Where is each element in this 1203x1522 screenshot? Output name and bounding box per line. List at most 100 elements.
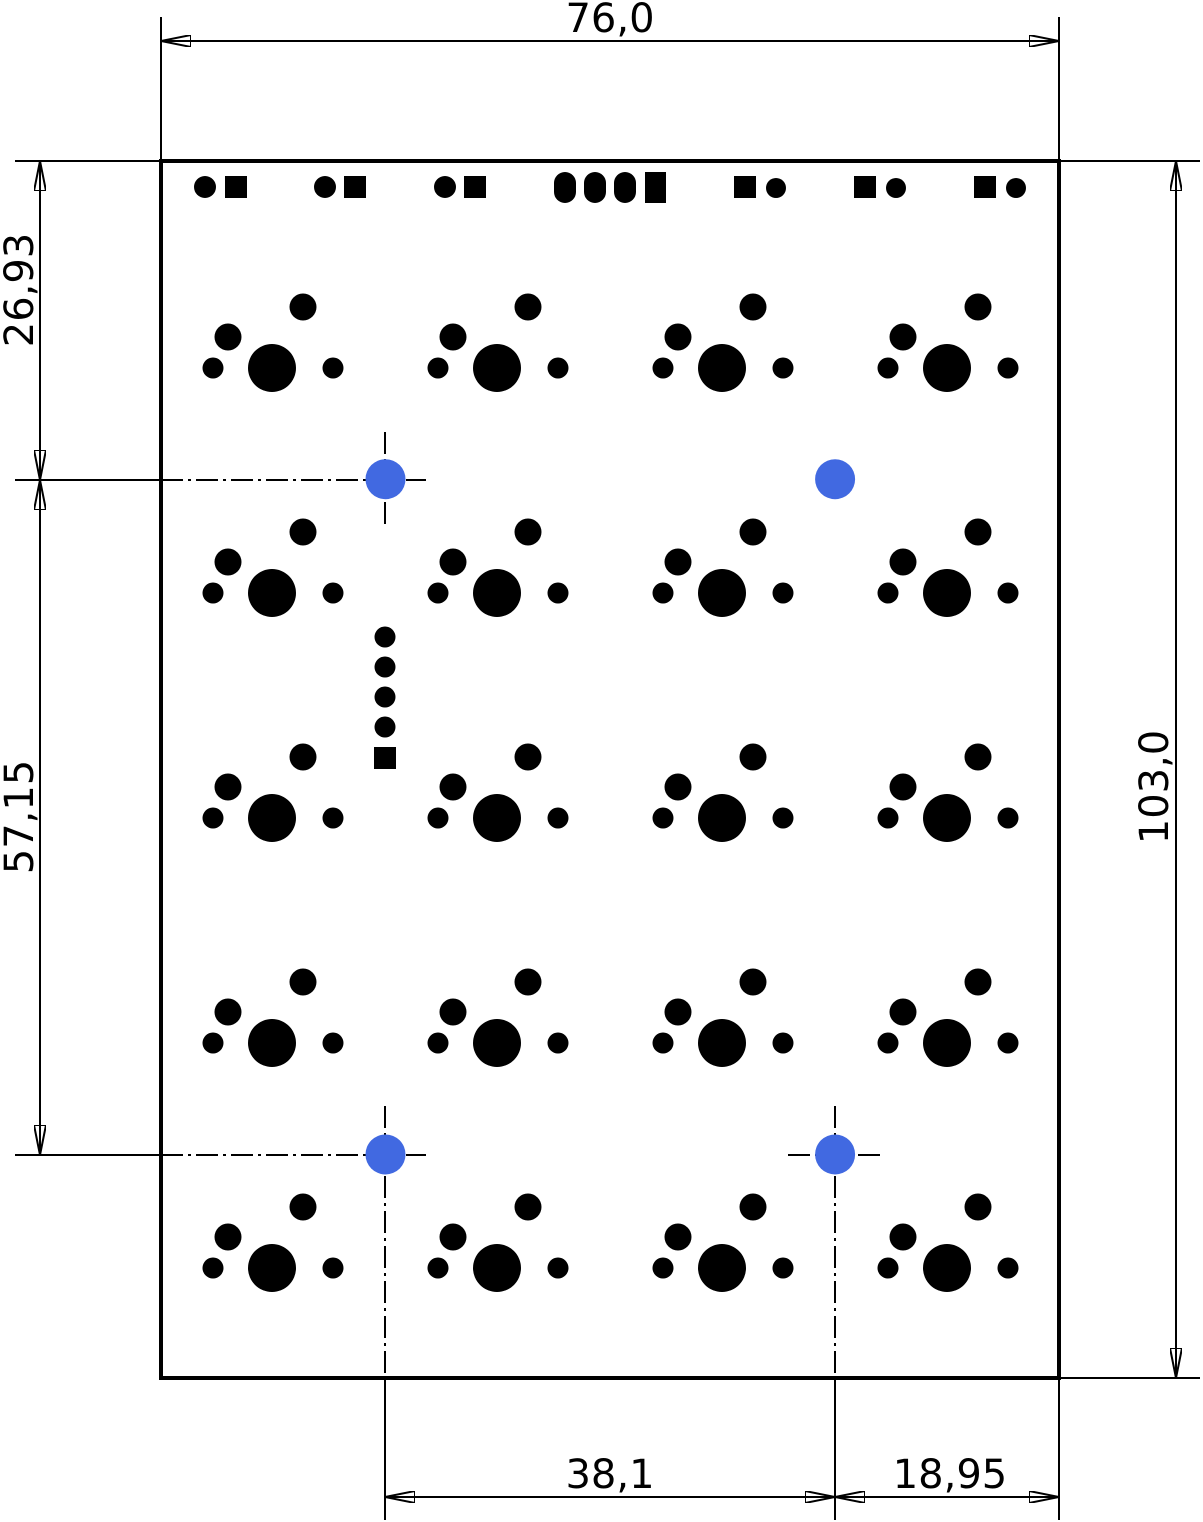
switch-peg-hole [427,1032,449,1054]
extension-lines [15,17,1200,1520]
switch-peg-hole [427,582,449,604]
connector-4pin [554,172,666,203]
switch-footprint [427,1193,569,1292]
switch-peg-hole [202,357,224,379]
switch-pin-hole [739,293,767,321]
switch-footprint [877,743,1019,842]
switch-center-hole [248,1244,296,1292]
switch-center-hole [248,344,296,392]
round-pad [314,176,336,198]
switch-pin-hole [964,968,992,996]
switch-pin-hole [514,518,542,546]
switch-pin-hole [964,293,992,321]
switch-center-hole [698,569,746,617]
switch-peg-hole [202,1032,224,1054]
switch-center-hole [923,794,971,842]
switch-pin-hole [289,1193,317,1221]
switch-pin-hole [214,998,242,1026]
switch-center-hole [248,1019,296,1067]
switch-peg-hole [772,1257,794,1279]
switch-pin-hole [889,548,917,576]
switch-peg-hole [652,1257,674,1279]
switch-footprint [652,1193,794,1292]
switch-peg-hole [547,357,569,379]
header-pin [374,656,396,678]
switch-footprint [202,743,344,842]
switch-pin-hole [439,773,467,801]
switch-pin-hole [514,1193,542,1221]
square-pad [974,176,996,198]
switch-footprint [652,743,794,842]
switch-center-hole [473,794,521,842]
switch-peg-hole [202,582,224,604]
switch-pin-hole [889,1223,917,1251]
connector-pad-pair [194,176,247,198]
switch-footprint [202,1193,344,1292]
switch-center-hole [473,1244,521,1292]
switch-peg-hole [322,1032,344,1054]
square-pad [344,176,366,198]
switch-center-hole [923,569,971,617]
header-pin-square [374,747,396,769]
switch-pin-hole [964,1193,992,1221]
switch-footprint [877,518,1019,617]
switch-pin-hole [514,743,542,771]
square-pad [734,176,756,198]
switch-peg-hole [877,1257,899,1279]
switch-pin-hole [214,773,242,801]
switch-center-hole [923,344,971,392]
switch-pin-hole [739,518,767,546]
switch-footprint-grid [202,293,1019,1292]
connector-pad-pair [434,176,486,198]
switch-pin-hole [664,1223,692,1251]
switch-peg-hole [772,357,794,379]
header-pin [374,716,396,738]
header-pin [374,686,396,708]
switch-footprint [202,968,344,1067]
switch-peg-hole [877,357,899,379]
switch-pin-hole [439,998,467,1026]
switch-pin-hole [739,743,767,771]
dim-label-hole-to-edge: 18,95 [893,1452,1008,1498]
switch-footprint [427,518,569,617]
switch-peg-hole [202,1257,224,1279]
switch-peg-hole [547,807,569,829]
square-pad [464,176,486,198]
switch-center-hole [698,794,746,842]
switch-pin-hole [664,998,692,1026]
round-pad [434,176,456,198]
switch-center-hole [923,1244,971,1292]
switch-peg-hole [652,807,674,829]
switch-peg-hole [997,357,1019,379]
switch-pin-hole [214,323,242,351]
switch-center-hole [473,1019,521,1067]
switch-peg-hole [322,1257,344,1279]
switch-pin-hole [439,323,467,351]
round-pad [194,176,216,198]
dimension-lines [40,41,1176,1497]
switch-pin-hole [889,323,917,351]
dim-label-width: 76,0 [565,0,654,42]
switch-footprint [877,1193,1019,1292]
switch-pin-hole [439,548,467,576]
switch-pin-hole [664,773,692,801]
switch-pin-hole [739,968,767,996]
switch-footprint [877,968,1019,1067]
switch-pin-hole [889,998,917,1026]
dim-label-top-to-hole: 26,93 [0,233,43,348]
switch-center-hole [473,344,521,392]
switch-peg-hole [877,1032,899,1054]
switch-center-hole [473,569,521,617]
switch-pin-hole [514,968,542,996]
board-outline [159,159,1061,1380]
switch-peg-hole [547,1032,569,1054]
switch-peg-hole [652,1032,674,1054]
square-pad [225,176,247,198]
switch-pin-hole [289,293,317,321]
switch-pin-hole [289,743,317,771]
switch-footprint [652,293,794,392]
switch-center-hole [698,1244,746,1292]
switch-footprint [652,518,794,617]
switch-pin-hole [289,968,317,996]
